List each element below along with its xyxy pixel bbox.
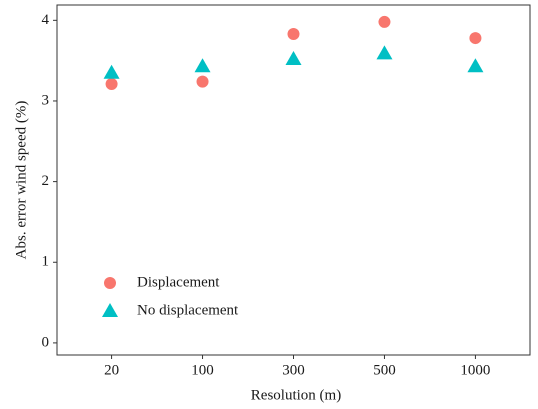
legend-symbol <box>104 277 116 289</box>
y-axis-title: Abs. error wind speed (%) <box>13 101 29 260</box>
point <box>376 45 393 60</box>
point <box>469 32 482 45</box>
x-axis-title: Resolution (m) <box>251 387 341 403</box>
point <box>103 64 120 79</box>
x-tick-label: 500 <box>373 362 396 378</box>
point <box>467 58 484 73</box>
x-tick-label: 300 <box>282 362 305 378</box>
point <box>287 28 300 41</box>
x-tick-label: 100 <box>191 362 214 378</box>
legend-label: Displacement <box>137 274 220 290</box>
y-tick-label: 3 <box>42 92 50 108</box>
x-tick-label: 1000 <box>460 362 490 378</box>
point <box>378 15 391 28</box>
point <box>196 75 209 88</box>
point <box>194 58 211 73</box>
legend-label: No displacement <box>137 302 239 318</box>
y-tick-label: 2 <box>42 173 50 189</box>
y-tick-label: 0 <box>42 334 50 350</box>
y-tick-label: 4 <box>42 12 50 28</box>
legend-symbol <box>102 303 118 317</box>
point <box>285 51 302 66</box>
y-tick-label: 1 <box>42 254 50 270</box>
point <box>105 78 118 91</box>
x-tick-label: 20 <box>104 362 119 378</box>
